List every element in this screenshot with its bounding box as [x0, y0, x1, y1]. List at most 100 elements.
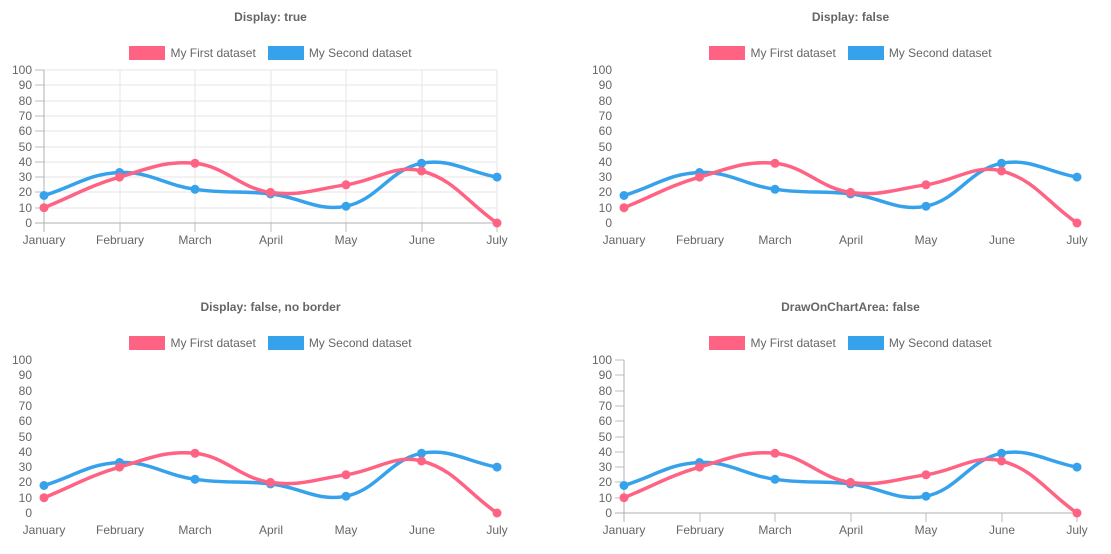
- data-point-first-dataset[interactable]: [846, 187, 855, 197]
- y-axis-label: 60: [19, 124, 33, 138]
- data-point-first-dataset[interactable]: [619, 493, 629, 503]
- legend-item-second-dataset[interactable]: My Second dataset: [847, 45, 992, 60]
- legend-item-second-dataset[interactable]: My Second dataset: [847, 335, 992, 350]
- y-axis-label: 30: [19, 460, 33, 474]
- data-point-second-dataset[interactable]: [770, 184, 780, 194]
- data-point-first-dataset[interactable]: [39, 493, 49, 503]
- x-axis-label: March: [178, 233, 211, 247]
- data-point-first-dataset[interactable]: [921, 180, 931, 190]
- data-point-second-dataset[interactable]: [921, 201, 931, 211]
- y-axis-label: 70: [599, 109, 613, 123]
- y-axis-label: 60: [19, 414, 33, 428]
- data-point-first-dataset[interactable]: [115, 172, 124, 182]
- data-point-second-dataset[interactable]: [492, 462, 502, 472]
- data-point-first-dataset[interactable]: [770, 158, 780, 168]
- data-point-first-dataset[interactable]: [846, 477, 855, 487]
- data-point-second-dataset[interactable]: [997, 448, 1006, 458]
- y-axis-label: 10: [19, 201, 33, 215]
- x-axis-label: July: [1066, 523, 1087, 537]
- data-point-first-dataset[interactable]: [1072, 218, 1082, 228]
- data-point-second-dataset[interactable]: [417, 448, 426, 458]
- data-point-second-dataset[interactable]: [770, 474, 780, 484]
- data-point-first-dataset[interactable]: [770, 448, 780, 458]
- data-point-first-dataset[interactable]: [997, 166, 1006, 176]
- data-point-second-dataset[interactable]: [39, 481, 49, 490]
- data-point-second-dataset[interactable]: [619, 481, 629, 490]
- y-axis-label: 20: [19, 185, 33, 199]
- data-point-first-dataset[interactable]: [921, 470, 931, 480]
- y-axis-label: 0: [605, 216, 612, 230]
- legend-item-first-dataset[interactable]: My First dataset: [129, 335, 256, 350]
- data-point-second-dataset[interactable]: [619, 191, 629, 200]
- y-axis-label: 50: [19, 430, 33, 444]
- data-point-second-dataset[interactable]: [921, 491, 931, 501]
- data-point-second-dataset[interactable]: [1072, 172, 1082, 182]
- data-point-first-dataset[interactable]: [695, 462, 704, 472]
- data-point-second-dataset[interactable]: [39, 191, 49, 200]
- data-point-first-dataset[interactable]: [341, 470, 351, 480]
- legend-swatch-second-dataset: [847, 335, 884, 350]
- x-axis-label: April: [839, 523, 863, 537]
- data-point-first-dataset[interactable]: [492, 508, 502, 518]
- y-axis-label: 40: [599, 155, 613, 169]
- legend-label: My Second dataset: [308, 45, 412, 60]
- x-axis-label: June: [409, 523, 435, 537]
- y-axis-label: 80: [599, 94, 613, 108]
- data-point-first-dataset[interactable]: [341, 180, 351, 190]
- data-point-second-dataset[interactable]: [190, 184, 200, 194]
- y-axis-label: 0: [605, 506, 612, 520]
- data-point-second-dataset[interactable]: [417, 158, 426, 168]
- legend-label: My Second dataset: [888, 45, 992, 60]
- y-axis-label: 30: [599, 460, 613, 474]
- data-point-second-dataset[interactable]: [190, 474, 200, 484]
- data-point-first-dataset[interactable]: [492, 218, 502, 228]
- data-point-first-dataset[interactable]: [417, 456, 426, 466]
- chart-display-false-no-border: Display: false, no border My First datas…: [0, 290, 531, 554]
- data-point-first-dataset[interactable]: [190, 448, 200, 458]
- data-point-second-dataset[interactable]: [341, 201, 351, 211]
- y-axis-label: 40: [19, 445, 33, 459]
- data-point-first-dataset[interactable]: [190, 158, 200, 168]
- data-point-first-dataset[interactable]: [1072, 508, 1082, 518]
- data-point-second-dataset[interactable]: [341, 491, 351, 501]
- y-axis-label: 70: [19, 399, 33, 413]
- data-point-first-dataset[interactable]: [997, 456, 1006, 466]
- data-point-first-dataset[interactable]: [619, 203, 629, 213]
- x-axis-label: March: [758, 233, 791, 247]
- data-point-first-dataset[interactable]: [266, 187, 275, 197]
- y-axis-label: 80: [599, 384, 613, 398]
- legend-item-first-dataset[interactable]: My First dataset: [129, 45, 256, 60]
- legend-item-first-dataset[interactable]: My First dataset: [709, 45, 836, 60]
- x-axis-label: April: [839, 233, 863, 247]
- y-axis-label: 50: [19, 140, 33, 154]
- x-axis-label: February: [676, 523, 724, 537]
- legend-swatch-first-dataset: [129, 335, 166, 350]
- data-point-first-dataset[interactable]: [266, 477, 275, 487]
- legend-item-second-dataset[interactable]: My Second dataset: [267, 335, 412, 350]
- y-axis-label: 50: [599, 430, 613, 444]
- data-point-first-dataset[interactable]: [695, 172, 704, 182]
- data-point-second-dataset[interactable]: [997, 158, 1006, 168]
- legend-label: My First dataset: [170, 45, 256, 60]
- x-axis-label: March: [758, 523, 791, 537]
- data-point-first-dataset[interactable]: [39, 203, 49, 213]
- chart-drawonchartarea-false: DrawOnChartArea: false My First dataset …: [580, 290, 1111, 554]
- data-point-first-dataset[interactable]: [115, 462, 124, 472]
- x-axis-label: June: [989, 523, 1015, 537]
- data-point-second-dataset[interactable]: [492, 172, 502, 182]
- legend-item-first-dataset[interactable]: My First dataset: [709, 335, 836, 350]
- data-point-first-dataset[interactable]: [417, 166, 426, 176]
- legend-item-second-dataset[interactable]: My Second dataset: [267, 45, 412, 60]
- chart-title: Display: false, no border: [200, 300, 341, 314]
- y-axis-label: 100: [592, 63, 612, 77]
- dataset-line-second-dataset: [622, 450, 1079, 500]
- x-axis-label: January: [23, 233, 66, 247]
- x-axis-label: February: [96, 233, 144, 247]
- data-point-second-dataset[interactable]: [1072, 462, 1082, 472]
- y-axis-label: 10: [19, 491, 33, 505]
